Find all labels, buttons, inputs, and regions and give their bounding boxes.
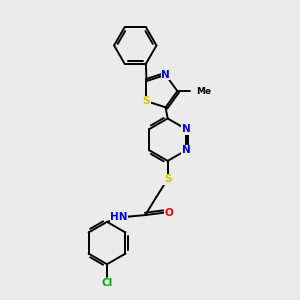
- Text: HN: HN: [110, 212, 128, 221]
- Text: S: S: [164, 174, 171, 184]
- Text: N: N: [182, 124, 190, 134]
- Text: N: N: [161, 70, 170, 80]
- Text: S: S: [143, 96, 150, 106]
- Text: N: N: [182, 145, 190, 155]
- Text: Cl: Cl: [101, 278, 112, 288]
- Text: Me: Me: [196, 87, 211, 96]
- Text: O: O: [164, 208, 173, 218]
